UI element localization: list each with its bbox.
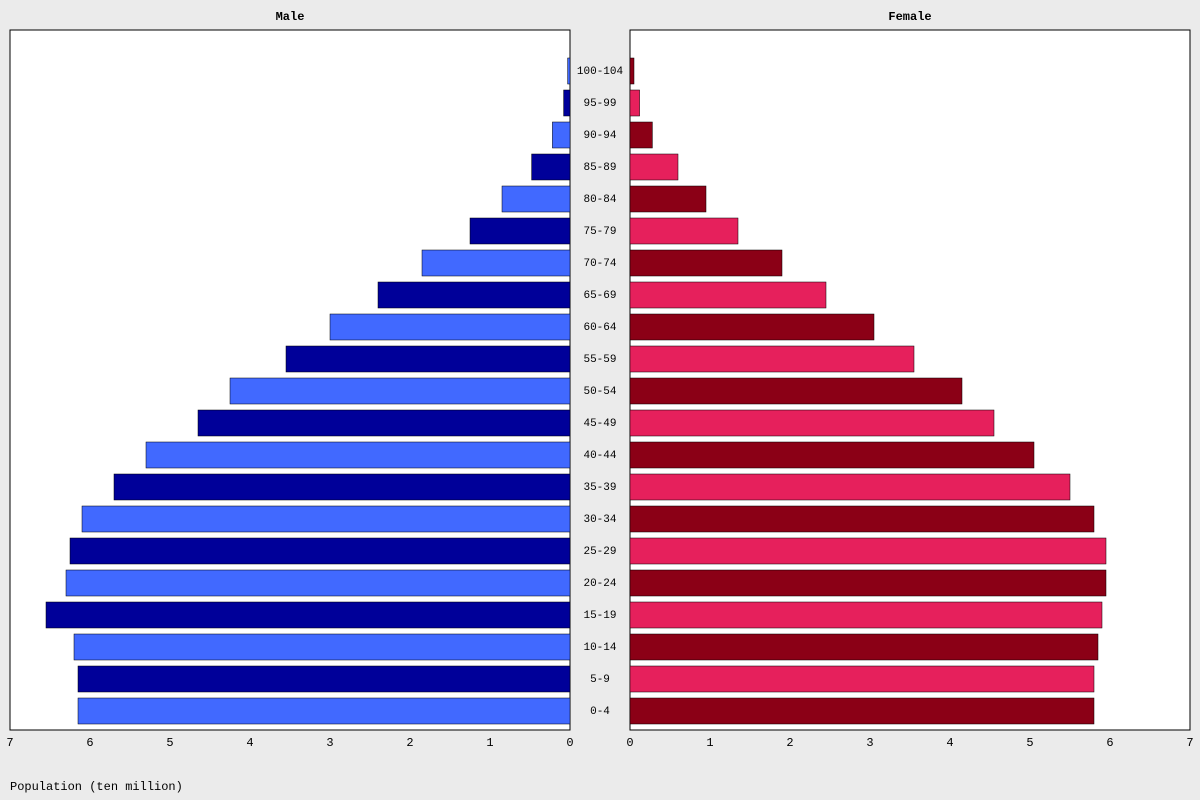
female-bar <box>630 666 1094 692</box>
male-bar <box>82 506 570 532</box>
age-group-label: 85-89 <box>583 162 616 174</box>
x-tick-left: 1 <box>486 736 493 750</box>
age-group-label: 95-99 <box>583 98 616 110</box>
female-bar <box>630 186 706 212</box>
male-bar <box>70 538 570 564</box>
x-tick-left: 2 <box>406 736 413 750</box>
male-bar <box>78 666 570 692</box>
age-group-label: 90-94 <box>583 130 616 142</box>
x-tick-right: 6 <box>1106 736 1113 750</box>
age-group-label: 100-104 <box>577 66 624 78</box>
female-bar <box>630 474 1070 500</box>
age-group-label: 60-64 <box>583 322 616 334</box>
female-bar <box>630 154 678 180</box>
male-bar <box>532 154 570 180</box>
age-group-label: 5-9 <box>590 674 610 686</box>
age-group-label: 30-34 <box>583 514 616 526</box>
male-bar <box>502 186 570 212</box>
male-bar <box>552 122 570 148</box>
female-bar <box>630 634 1098 660</box>
male-bar <box>286 346 570 372</box>
male-bar <box>78 698 570 724</box>
female-bar <box>630 346 914 372</box>
age-group-label: 70-74 <box>583 258 616 270</box>
female-bar <box>630 314 874 340</box>
age-group-label: 25-29 <box>583 546 616 558</box>
x-tick-right: 3 <box>866 736 873 750</box>
male-bar <box>422 250 570 276</box>
age-group-label: 45-49 <box>583 418 616 430</box>
male-bar <box>230 378 570 404</box>
female-bar <box>630 410 994 436</box>
x-tick-left: 5 <box>166 736 173 750</box>
female-title: Female <box>888 10 931 24</box>
male-bar <box>74 634 570 660</box>
female-bar <box>630 506 1094 532</box>
female-bar <box>630 442 1034 468</box>
female-bar <box>630 282 826 308</box>
age-group-label: 55-59 <box>583 354 616 366</box>
age-group-label: 65-69 <box>583 290 616 302</box>
age-group-label: 75-79 <box>583 226 616 238</box>
x-tick-right: 5 <box>1026 736 1033 750</box>
female-bar <box>630 378 962 404</box>
age-group-label: 20-24 <box>583 578 616 590</box>
age-group-label: 80-84 <box>583 194 616 206</box>
female-bar <box>630 90 640 116</box>
age-group-label: 35-39 <box>583 482 616 494</box>
female-bar <box>630 698 1094 724</box>
male-bar <box>146 442 570 468</box>
female-bar <box>630 570 1106 596</box>
female-bar <box>630 58 634 84</box>
age-group-label: 50-54 <box>583 386 616 398</box>
x-tick-left: 0 <box>566 736 573 750</box>
age-group-label: 15-19 <box>583 610 616 622</box>
female-bar <box>630 602 1102 628</box>
x-tick-left: 6 <box>86 736 93 750</box>
male-bar <box>114 474 570 500</box>
x-axis-label: Population (ten million) <box>10 780 183 794</box>
x-tick-right: 7 <box>1186 736 1193 750</box>
female-bar <box>630 218 738 244</box>
male-bar <box>568 58 570 84</box>
male-bar <box>470 218 570 244</box>
female-bar <box>630 538 1106 564</box>
x-tick-left: 7 <box>6 736 13 750</box>
male-bar <box>330 314 570 340</box>
x-tick-right: 0 <box>626 736 633 750</box>
male-title: Male <box>276 10 305 24</box>
x-tick-left: 3 <box>326 736 333 750</box>
male-bar <box>198 410 570 436</box>
male-bar <box>66 570 570 596</box>
population-pyramid-chart: Male Female 0-4 5-9 10-14 15-19 20-24 25-29 30-3… <box>0 0 1200 800</box>
male-bar <box>564 90 570 116</box>
male-bar <box>378 282 570 308</box>
x-tick-left: 4 <box>246 736 253 750</box>
x-tick-right: 1 <box>706 736 713 750</box>
x-tick-right: 2 <box>786 736 793 750</box>
female-bar <box>630 250 782 276</box>
female-bar <box>630 122 652 148</box>
male-bar <box>46 602 570 628</box>
age-group-label: 40-44 <box>583 450 616 462</box>
x-tick-right: 4 <box>946 736 953 750</box>
age-group-label: 0-4 <box>590 706 610 718</box>
age-group-label: 10-14 <box>583 642 616 654</box>
